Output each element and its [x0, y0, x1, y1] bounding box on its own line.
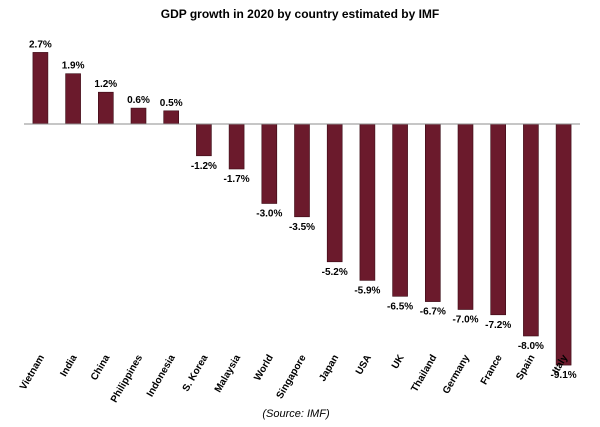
value-label: -5.2%	[322, 267, 348, 278]
category-label: UK	[390, 352, 407, 371]
category-label: India	[58, 353, 79, 379]
category-label: Vietnam	[18, 353, 47, 392]
value-label: -3.5%	[289, 222, 315, 233]
category-label: Indonesia	[145, 353, 178, 399]
value-label: 2.7%	[29, 39, 52, 50]
bar-spain	[523, 123, 539, 337]
value-label: -5.9%	[354, 285, 380, 296]
bar-singapore	[294, 123, 310, 218]
bar-vietnam	[32, 52, 49, 125]
bar-world	[261, 123, 278, 204]
bar-india	[65, 73, 81, 125]
category-label: Spain	[514, 353, 537, 382]
bar-france	[490, 123, 507, 316]
category-label: Malaysia	[213, 353, 244, 395]
bar-s-korea	[196, 123, 212, 157]
bar-indonesia	[163, 110, 179, 125]
value-label: -1.2%	[191, 161, 217, 172]
bar-thailand	[424, 123, 441, 302]
bar-malaysia	[228, 123, 245, 170]
category-label: Japan	[317, 353, 341, 384]
value-label: -9.1%	[551, 370, 577, 381]
bar-italy	[555, 123, 572, 366]
bar-philippines	[130, 107, 147, 125]
bar-usa	[359, 123, 376, 281]
source-note: (Source: IMF)	[262, 408, 330, 420]
category-label: S. Korea	[181, 353, 211, 394]
bar-japan	[326, 123, 343, 263]
category-label: USA	[354, 353, 374, 377]
bar-germany	[457, 123, 474, 310]
chart-title: GDP growth in 2020 by country estimated …	[161, 7, 440, 21]
bars-layer	[32, 52, 572, 366]
value-label: -6.5%	[387, 301, 413, 312]
value-label: 1.9%	[62, 61, 85, 72]
value-label: -8.0%	[518, 341, 544, 352]
category-label: China	[89, 353, 113, 383]
bar-china	[98, 91, 114, 125]
value-label: 0.5%	[160, 98, 183, 109]
category-label: Singapore	[275, 353, 309, 401]
value-label: 1.2%	[94, 79, 117, 90]
category-label: World	[252, 353, 276, 383]
value-labels-layer: 2.7% 1.9% 1.2% 0.6% 0.5% -1.2% -1.7% -3.0% -3.5%…	[29, 39, 577, 381]
bar-uk	[392, 123, 408, 297]
category-label: France	[479, 353, 505, 387]
category-label: Philippines	[109, 353, 145, 405]
value-label: -1.7%	[224, 174, 250, 185]
value-label: -7.0%	[452, 315, 478, 326]
category-label: Thailand	[409, 353, 439, 394]
category-label: Germany	[441, 353, 472, 396]
value-label: -7.2%	[485, 320, 511, 331]
value-label: -6.7%	[420, 307, 446, 318]
value-label: 0.6%	[127, 95, 150, 106]
value-label: -3.0%	[256, 209, 282, 220]
